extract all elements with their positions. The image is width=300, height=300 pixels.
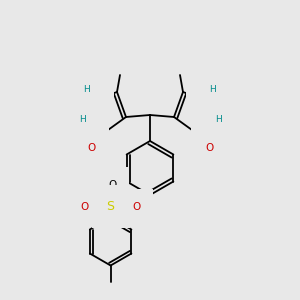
Text: N: N <box>198 93 206 103</box>
Text: N: N <box>89 110 97 120</box>
Text: O: O <box>109 179 117 190</box>
Text: H: H <box>79 116 86 124</box>
Text: O: O <box>205 143 213 153</box>
Text: N: N <box>94 93 102 103</box>
Text: O: O <box>87 143 95 153</box>
Text: N: N <box>203 110 211 120</box>
Text: S: S <box>106 200 115 213</box>
Text: H: H <box>214 116 221 124</box>
Text: O: O <box>133 202 141 212</box>
Text: H: H <box>84 85 90 94</box>
Text: H: H <box>210 85 216 94</box>
Text: O: O <box>80 202 89 212</box>
